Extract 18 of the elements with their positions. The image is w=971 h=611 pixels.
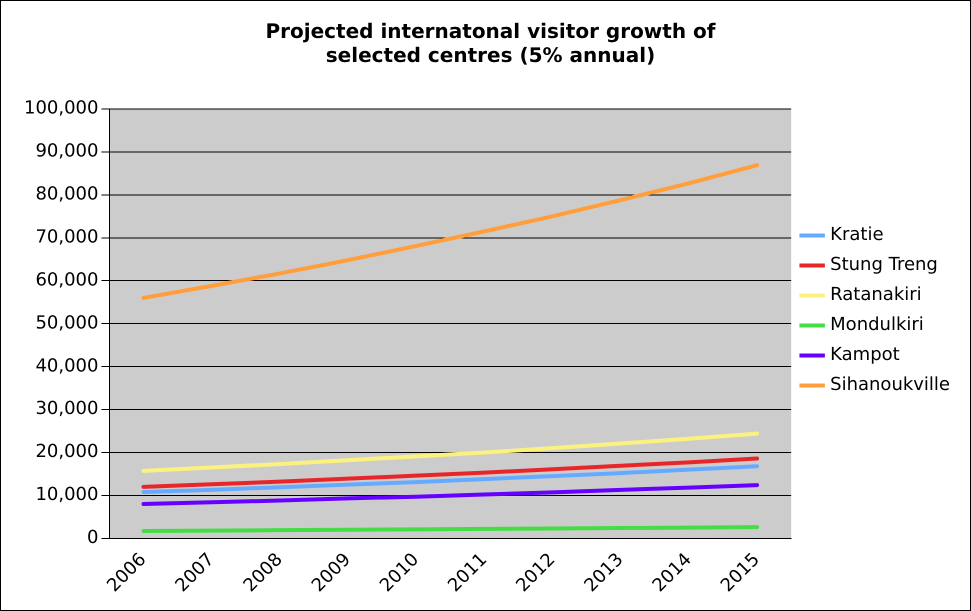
y-tick-label: 30,000 bbox=[35, 398, 98, 420]
legend-label: Mondulkiri bbox=[830, 314, 924, 336]
legend-label: Kampot bbox=[830, 344, 900, 366]
y-tick-label: 0 bbox=[86, 527, 98, 548]
y-tick-label: 90,000 bbox=[35, 140, 98, 162]
chart-title: Projected internatonal visitor growth of selected centres (5% annual) bbox=[266, 19, 716, 68]
legend-label: Kratie bbox=[830, 224, 884, 246]
y-tick-label: 40,000 bbox=[35, 355, 98, 376]
y-tick-label: 50,000 bbox=[35, 312, 98, 334]
y-tick-label: 100,000 bbox=[24, 98, 98, 119]
y-tick-label: 20,000 bbox=[35, 441, 98, 462]
y-tick-label: 60,000 bbox=[35, 269, 98, 290]
y-tick-label: 80,000 bbox=[35, 184, 98, 205]
legend-label: Ratanakiri bbox=[830, 284, 922, 306]
legend-label: Stung Treng bbox=[830, 254, 938, 276]
y-tick-label: 70,000 bbox=[35, 226, 98, 248]
legend-label: Sihanoukville bbox=[830, 374, 950, 396]
y-tick-label: 10,000 bbox=[35, 484, 98, 506]
